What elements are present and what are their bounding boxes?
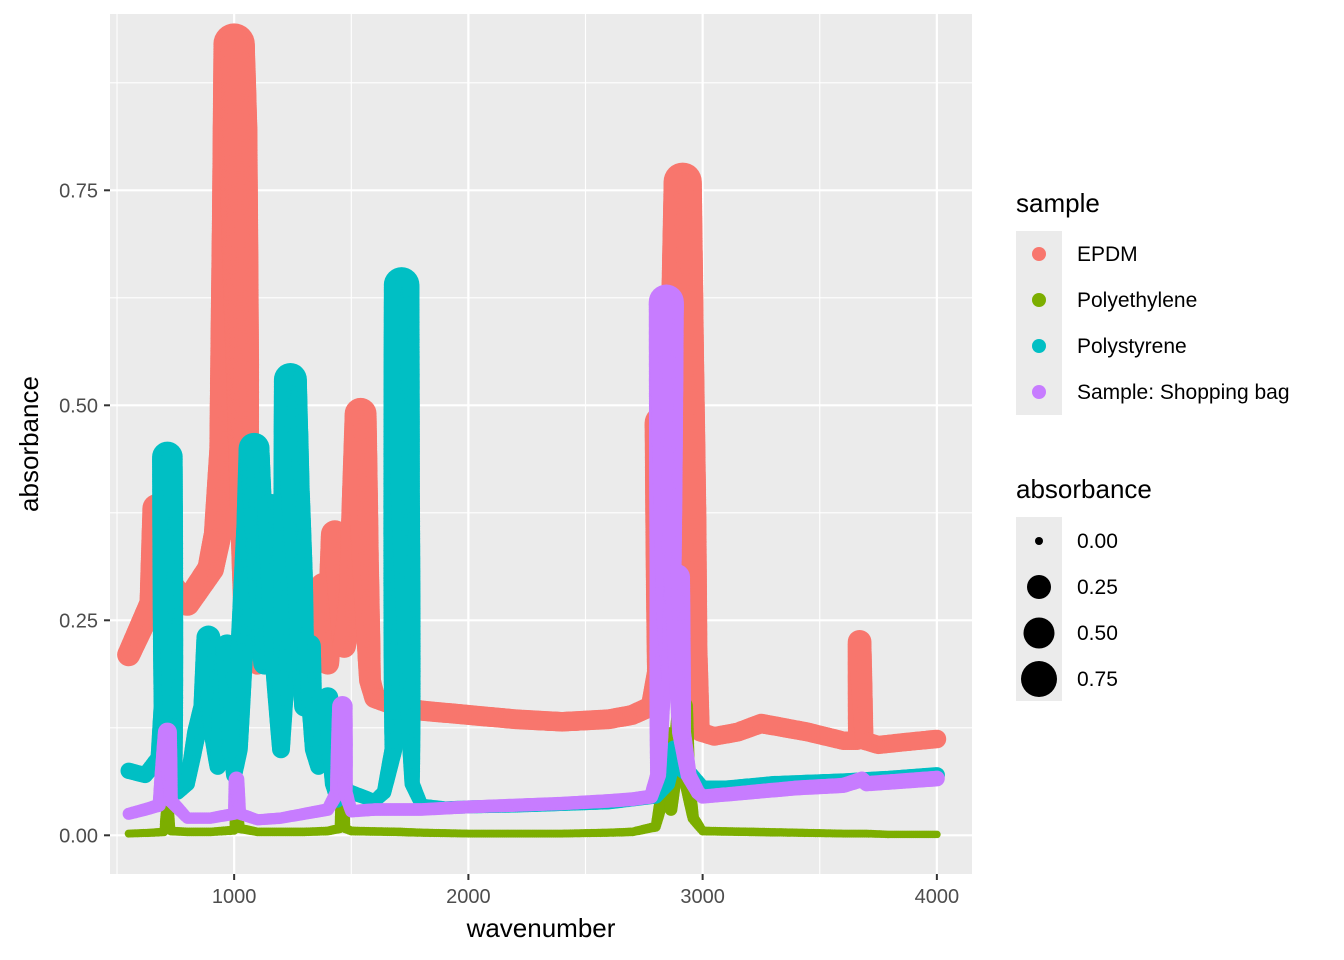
plot-area xyxy=(117,23,947,839)
series-sample-shopping-bag xyxy=(122,284,945,826)
data-point xyxy=(933,830,941,839)
data-point xyxy=(927,729,947,749)
